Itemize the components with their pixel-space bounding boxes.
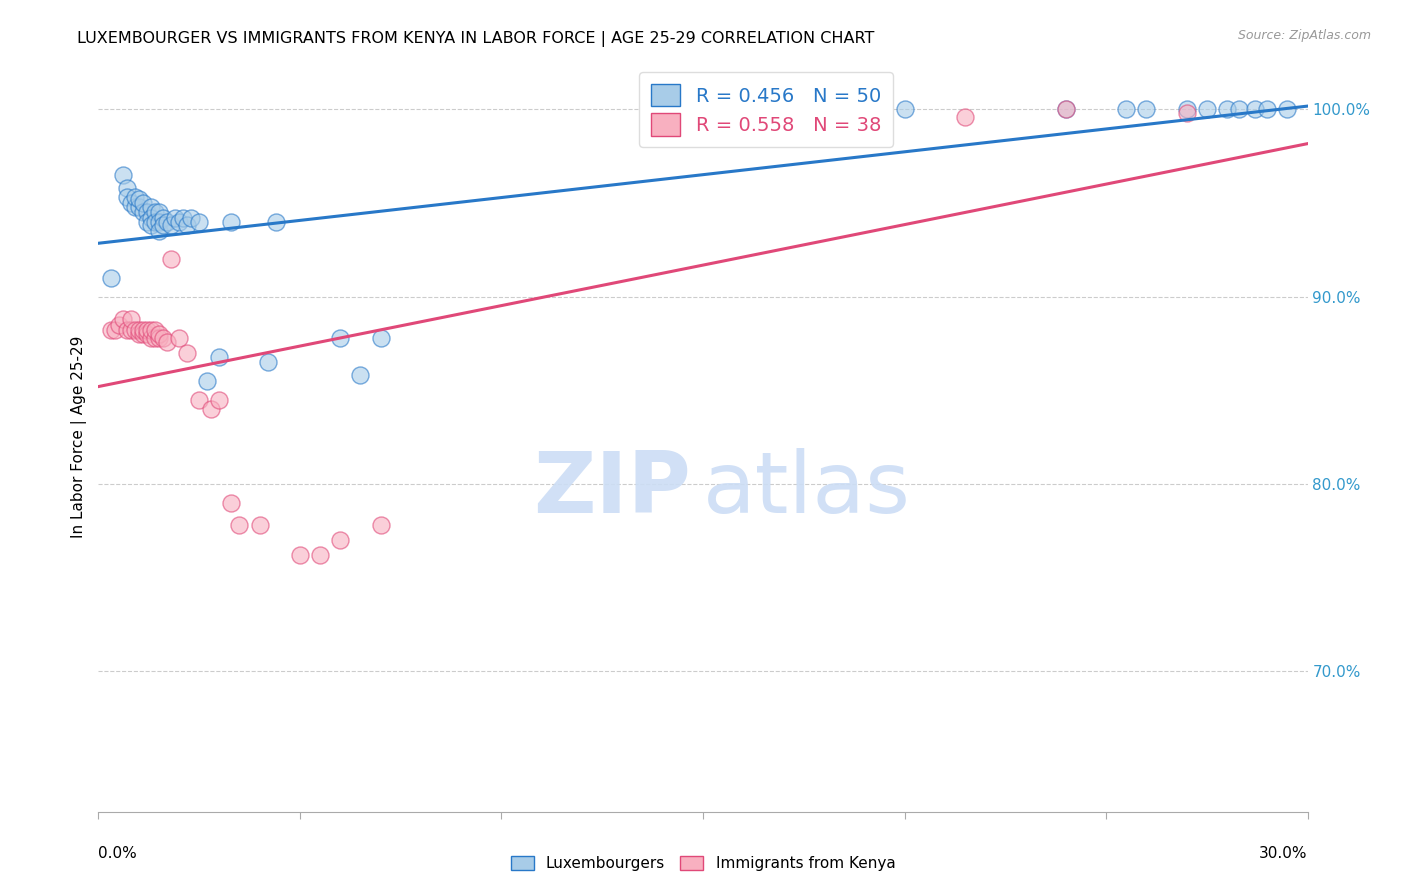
Point — [132, 195, 155, 210]
Point — [135, 205, 157, 219]
Point — [329, 533, 352, 547]
Point — [115, 181, 138, 195]
Point — [132, 205, 155, 219]
Point — [120, 195, 142, 210]
Point — [160, 252, 183, 266]
Point — [1054, 102, 1077, 116]
Point — [370, 518, 392, 533]
Point — [128, 323, 150, 337]
Point — [152, 211, 174, 225]
Point — [349, 368, 371, 383]
Point — [139, 323, 162, 337]
Point — [148, 205, 170, 219]
Point — [309, 548, 332, 562]
Point — [1227, 102, 1250, 116]
Point — [172, 211, 194, 225]
Legend: Luxembourgers, Immigrants from Kenya: Luxembourgers, Immigrants from Kenya — [505, 850, 901, 877]
Point — [208, 392, 231, 407]
Point — [1277, 102, 1299, 116]
Point — [188, 214, 211, 228]
Point — [128, 326, 150, 341]
Text: atlas: atlas — [703, 448, 911, 531]
Point — [143, 323, 166, 337]
Point — [107, 318, 129, 332]
Point — [156, 214, 179, 228]
Point — [132, 326, 155, 341]
Point — [370, 331, 392, 345]
Point — [1216, 102, 1239, 116]
Point — [124, 190, 146, 204]
Text: Source: ZipAtlas.com: Source: ZipAtlas.com — [1237, 29, 1371, 42]
Point — [953, 110, 976, 124]
Y-axis label: In Labor Force | Age 25-29: In Labor Force | Age 25-29 — [72, 336, 87, 538]
Point — [1135, 102, 1157, 116]
Point — [128, 192, 150, 206]
Point — [195, 374, 218, 388]
Point — [893, 102, 915, 116]
Point — [139, 331, 162, 345]
Point — [148, 331, 170, 345]
Point — [143, 214, 166, 228]
Point — [208, 350, 231, 364]
Point — [143, 205, 166, 219]
Point — [100, 270, 122, 285]
Point — [100, 323, 122, 337]
Point — [111, 312, 134, 326]
Point — [221, 495, 243, 509]
Point — [139, 211, 162, 225]
Point — [139, 219, 162, 233]
Point — [256, 355, 278, 369]
Point — [329, 331, 352, 345]
Point — [1244, 102, 1267, 116]
Point — [221, 214, 243, 228]
Point — [132, 323, 155, 337]
Point — [124, 200, 146, 214]
Point — [264, 214, 287, 228]
Point — [288, 548, 311, 562]
Point — [152, 331, 174, 345]
Point — [135, 214, 157, 228]
Point — [103, 323, 125, 337]
Point — [148, 326, 170, 341]
Point — [148, 214, 170, 228]
Point — [111, 168, 134, 182]
Text: 0.0%: 0.0% — [98, 847, 138, 862]
Point — [249, 518, 271, 533]
Point — [120, 312, 142, 326]
Point — [1256, 102, 1278, 116]
Point — [160, 219, 183, 233]
Point — [143, 331, 166, 345]
Point — [163, 211, 186, 225]
Point — [135, 326, 157, 341]
Point — [139, 200, 162, 214]
Point — [115, 323, 138, 337]
Point — [128, 200, 150, 214]
Point — [135, 323, 157, 337]
Point — [1175, 106, 1198, 120]
Point — [180, 211, 202, 225]
Text: 30.0%: 30.0% — [1260, 847, 1308, 862]
Point — [124, 323, 146, 337]
Point — [167, 214, 190, 228]
Text: LUXEMBOURGER VS IMMIGRANTS FROM KENYA IN LABOR FORCE | AGE 25-29 CORRELATION CHA: LUXEMBOURGER VS IMMIGRANTS FROM KENYA IN… — [77, 31, 875, 47]
Point — [176, 219, 198, 233]
Text: ZIP: ZIP — [533, 448, 690, 531]
Point — [115, 190, 138, 204]
Legend: R = 0.456   N = 50, R = 0.558   N = 38: R = 0.456 N = 50, R = 0.558 N = 38 — [640, 72, 893, 147]
Point — [120, 323, 142, 337]
Point — [167, 331, 190, 345]
Point — [188, 392, 211, 407]
Point — [152, 219, 174, 233]
Point — [1175, 102, 1198, 116]
Point — [176, 345, 198, 359]
Point — [156, 334, 179, 349]
Point — [148, 224, 170, 238]
Point — [1115, 102, 1137, 116]
Point — [1195, 102, 1218, 116]
Point — [228, 518, 250, 533]
Point — [1054, 102, 1077, 116]
Point — [200, 401, 222, 416]
